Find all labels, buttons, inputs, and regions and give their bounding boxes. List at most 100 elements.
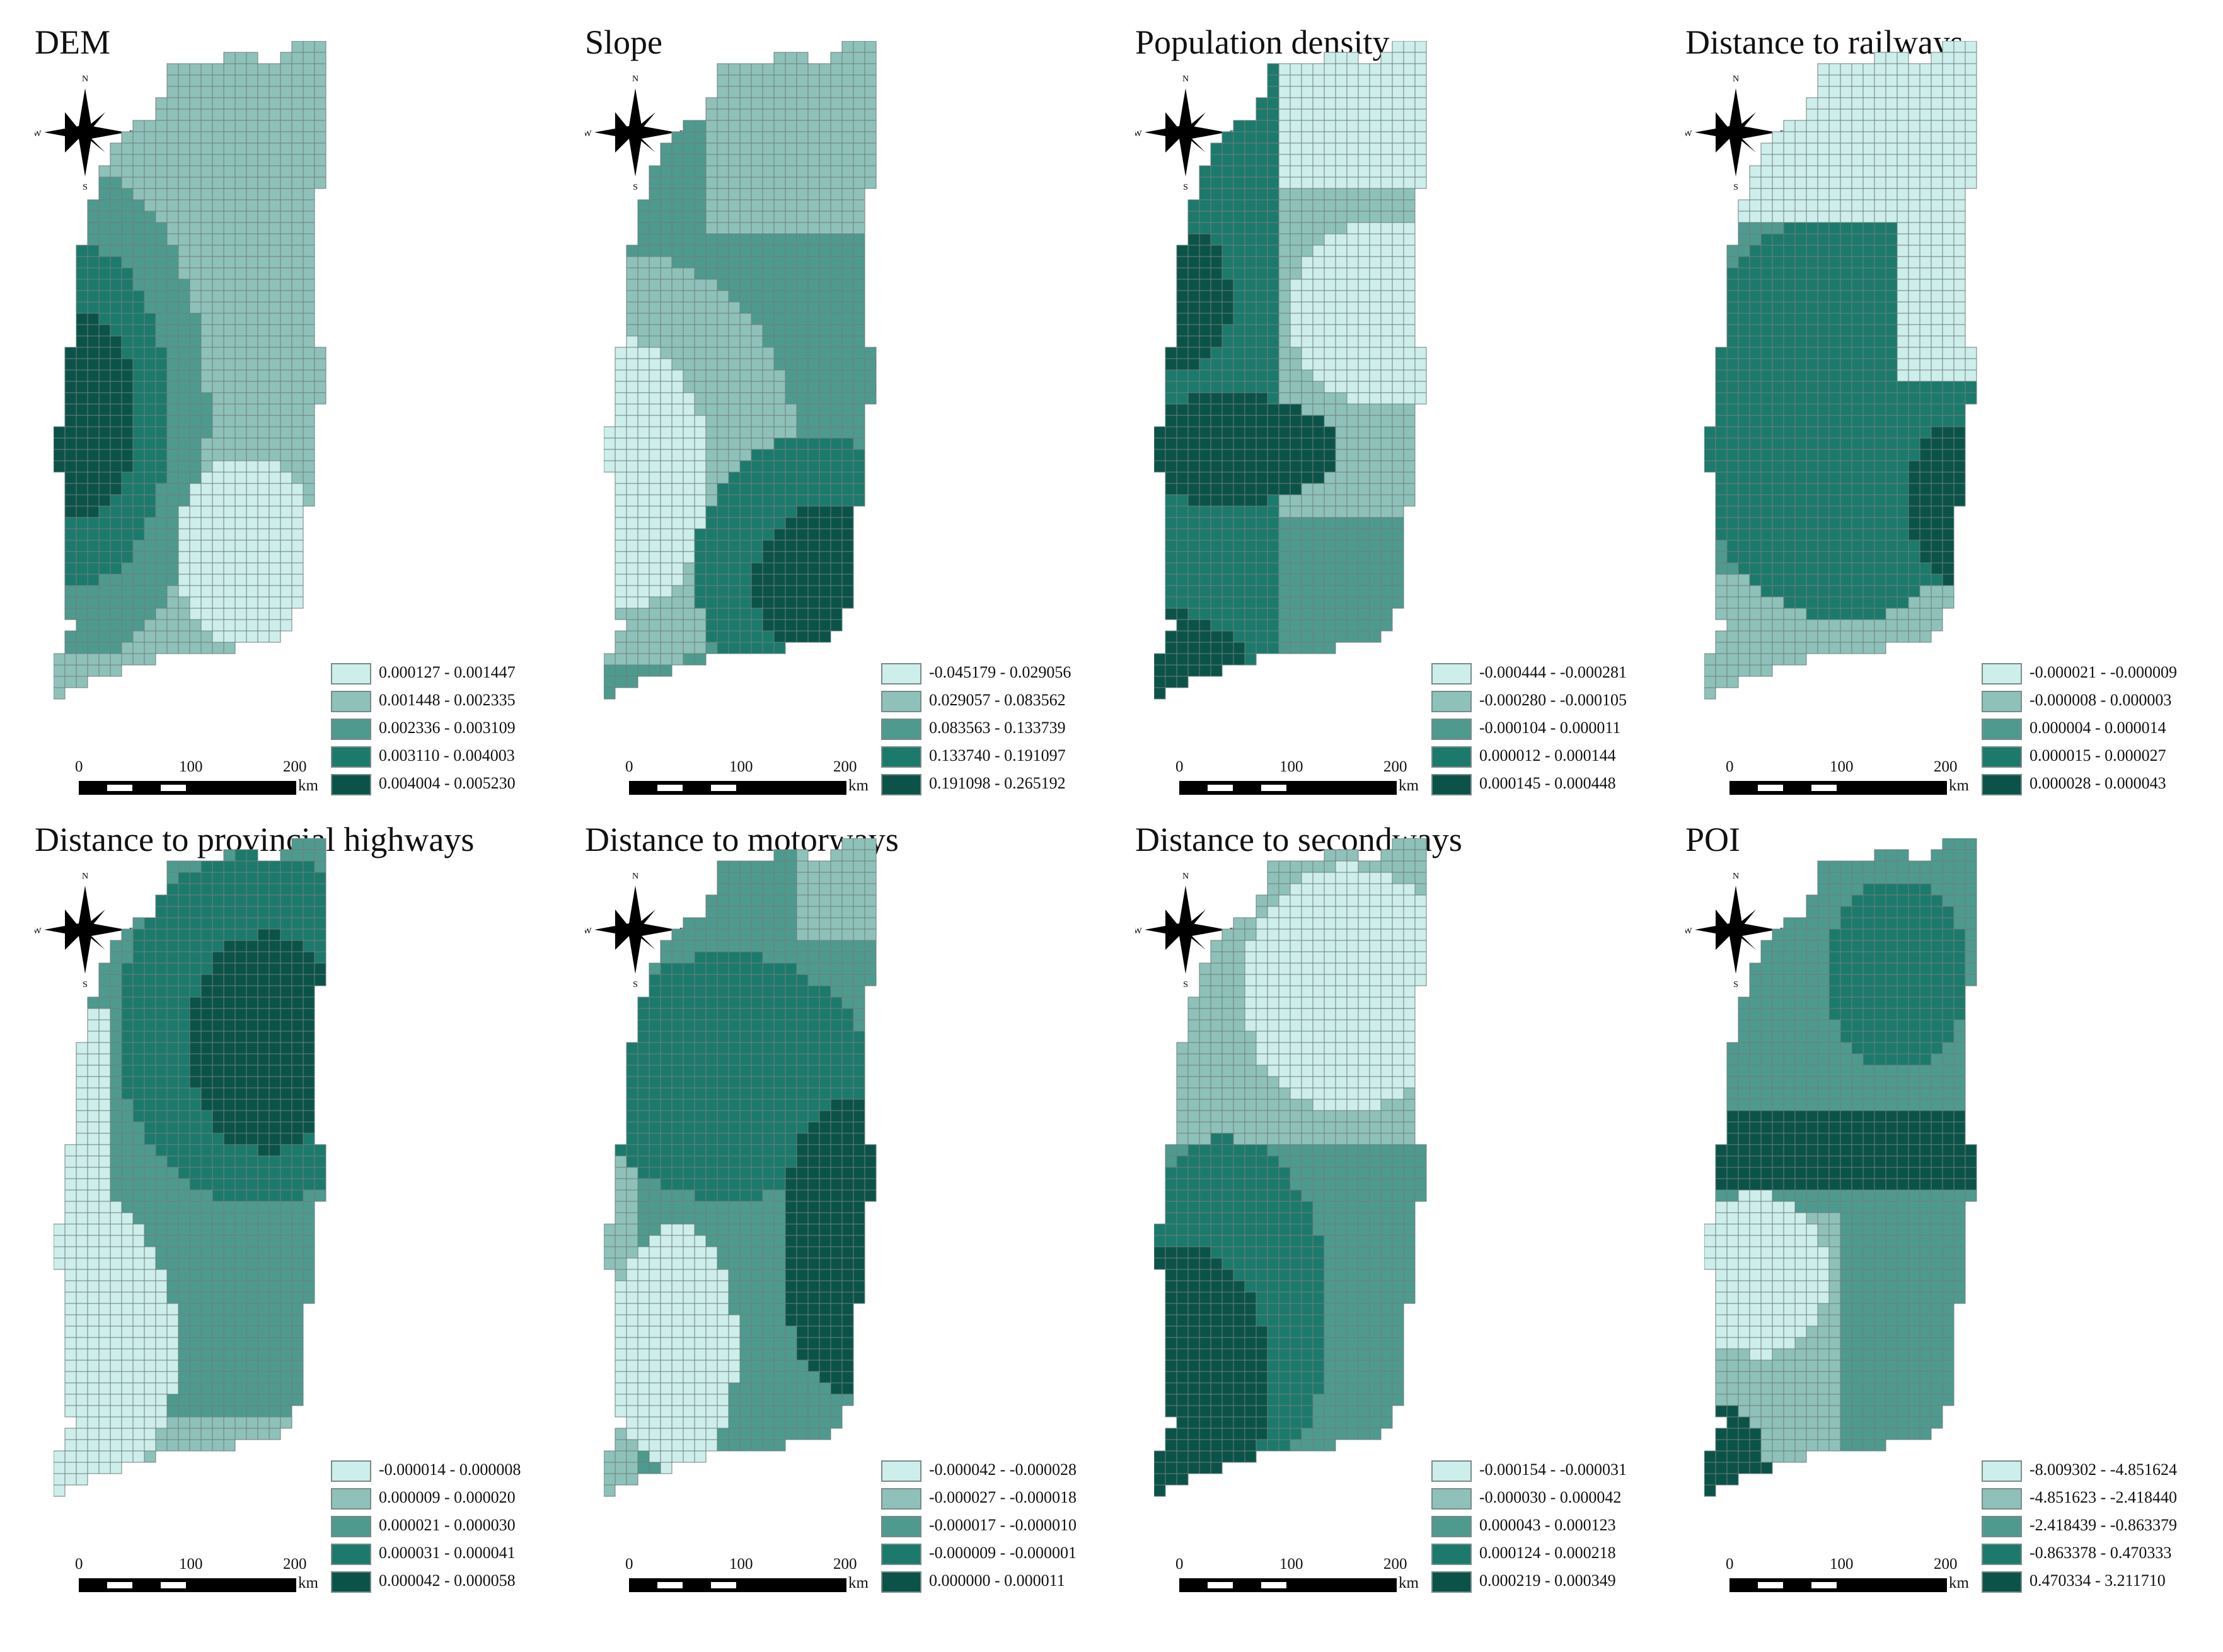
grid-cell	[1851, 562, 1864, 575]
grid-cell	[1828, 222, 1841, 234]
grid-cell	[121, 267, 134, 280]
grid-cell	[1919, 211, 1932, 223]
grid-cell	[246, 460, 258, 473]
grid-cell	[189, 188, 202, 200]
grid-cell	[807, 63, 820, 76]
grid-cell	[1221, 142, 1234, 155]
grid-cell	[223, 392, 236, 405]
grid-cell	[807, 415, 820, 427]
grid-cell	[853, 176, 865, 189]
grid-cell	[223, 596, 236, 609]
grid-cell	[246, 951, 258, 964]
grid-cell	[819, 188, 831, 200]
grid-cell	[212, 460, 224, 473]
grid-cell	[1312, 290, 1325, 303]
grid-cell	[178, 449, 190, 461]
grid-cell	[64, 347, 77, 359]
grid-cell	[1874, 426, 1886, 439]
grid-cell	[280, 460, 292, 473]
grid-cell	[121, 176, 134, 189]
grid-cell	[1772, 494, 1784, 507]
grid-cell	[683, 630, 695, 643]
grid-cell	[1358, 256, 1370, 269]
grid-cell	[1176, 540, 1189, 552]
grid-cell	[121, 301, 134, 314]
grid-cell	[1897, 437, 1909, 450]
grid-cell	[132, 245, 145, 257]
grid-cell	[155, 415, 168, 427]
grid-cell	[1942, 517, 1955, 529]
grid-cell	[1885, 245, 1898, 257]
grid-cell	[796, 608, 809, 620]
grid-cell	[1221, 176, 1234, 189]
grid-cell	[1783, 540, 1796, 552]
grid-cell	[762, 188, 775, 200]
grid-cell	[1851, 619, 1864, 632]
grid-map	[604, 41, 877, 700]
grid-cell	[223, 619, 236, 632]
grid-cell	[773, 483, 786, 495]
grid-cell	[717, 630, 729, 643]
grid-cell	[121, 974, 134, 986]
grid-cell	[1358, 494, 1370, 507]
grid-cell	[1931, 596, 1943, 609]
grid-cell	[189, 483, 202, 495]
grid-cell	[1346, 483, 1359, 495]
grid-cell	[87, 233, 100, 246]
grid-cell	[268, 928, 281, 941]
grid-cell	[1749, 630, 1762, 643]
grid-cell	[1380, 574, 1393, 586]
grid-cell	[626, 290, 638, 303]
grid-cell	[314, 962, 326, 975]
legend-label: 0.000004 - 0.000014	[2030, 719, 2166, 737]
grid-cell	[76, 1133, 88, 1145]
grid-cell	[762, 97, 775, 110]
grid-cell	[1346, 608, 1359, 620]
grid-cell	[291, 883, 304, 896]
grid-cell	[1176, 471, 1189, 484]
grid-cell	[1953, 256, 1966, 269]
grid-cell	[1210, 505, 1223, 518]
grid-cell	[1165, 437, 1177, 450]
grid-cell	[223, 97, 236, 110]
grid-cell	[178, 894, 190, 907]
grid-cell	[1817, 63, 1830, 76]
grid-cell	[626, 245, 638, 257]
grid-cell	[1403, 279, 1416, 291]
grid-cell	[1210, 245, 1223, 257]
grid-cell	[1176, 619, 1189, 632]
grid-cell	[87, 369, 100, 382]
grid-cell	[626, 540, 638, 552]
grid-cell	[246, 1065, 258, 1077]
grid-cell	[762, 233, 775, 246]
grid-cell	[807, 460, 820, 473]
grid-cell	[144, 996, 156, 1009]
grid-cell	[1369, 313, 1382, 325]
grid-cell	[121, 381, 134, 393]
grid-cell	[178, 211, 190, 223]
grid-cell	[807, 471, 820, 484]
grid-cell	[1897, 165, 1909, 178]
grid-cell	[1221, 222, 1234, 234]
grid-cell	[637, 290, 650, 303]
grid-cell	[155, 1133, 168, 1145]
grid-cell	[1301, 562, 1314, 575]
grid-cell	[280, 176, 292, 189]
grid-cell	[246, 996, 258, 1009]
grid-cell	[1256, 256, 1268, 269]
grid-cell	[303, 1008, 315, 1020]
grid-cell	[1851, 108, 1864, 121]
grid-cell	[212, 324, 224, 337]
grid-cell	[212, 894, 224, 907]
grid-cell	[64, 460, 77, 473]
grid-cell	[257, 1031, 270, 1043]
grid-cell	[1403, 120, 1416, 132]
grid-cell	[1817, 86, 1830, 98]
grid-cell	[1358, 74, 1370, 87]
grid-cell	[98, 517, 111, 529]
grid-cell	[121, 1133, 134, 1145]
grid-cell	[178, 1031, 190, 1043]
grid-cell	[144, 1019, 156, 1032]
grid-cell	[1233, 437, 1245, 450]
grid-cell	[200, 324, 213, 337]
